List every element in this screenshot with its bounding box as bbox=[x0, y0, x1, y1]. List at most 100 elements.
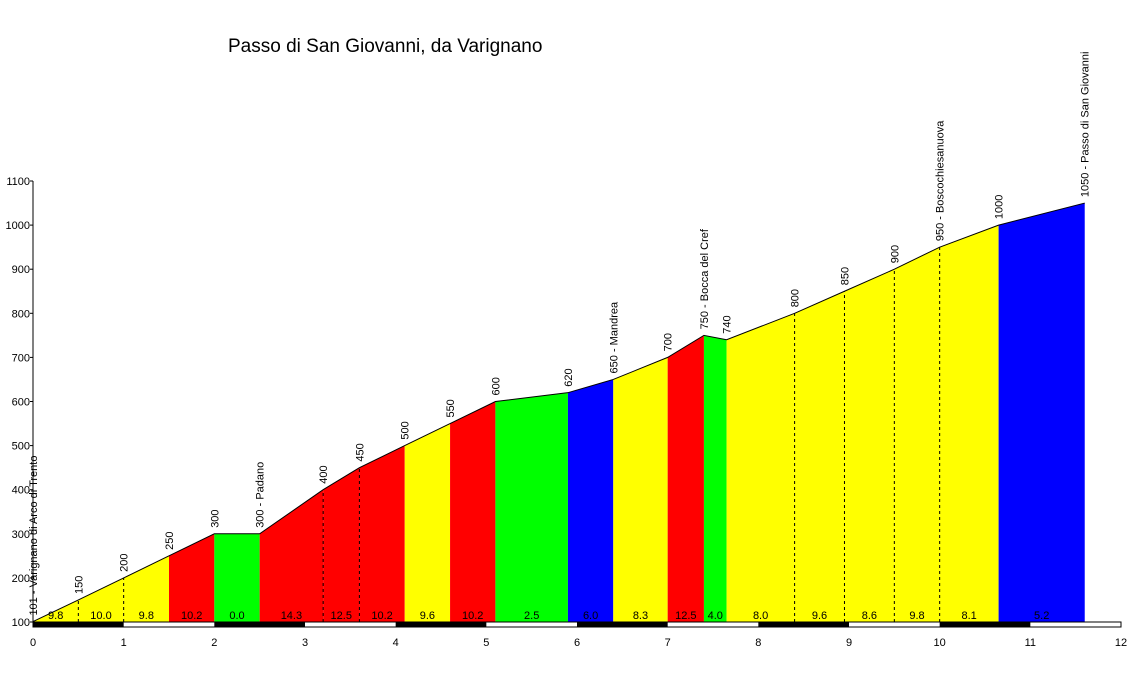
profile-line bbox=[32, 202, 1085, 623]
axes bbox=[30, 180, 34, 623]
grade-labels: 9.8 10.0 9.8 10.2 0.0 14.3 12.5 10.2 9.6 10.2 2.5 6… bbox=[48, 610, 1049, 622]
grade-label: 8.3 bbox=[633, 610, 648, 622]
x-tick-label: 1 bbox=[121, 637, 127, 649]
grade-segment-7 bbox=[359, 445, 405, 622]
altitude-label: 300 - Padano bbox=[255, 462, 267, 528]
grade-segment-19 bbox=[939, 225, 999, 622]
y-tick-label: 600 bbox=[12, 397, 30, 409]
altitude-label: 650 - Mandrea bbox=[608, 301, 620, 373]
x-tick-label: 8 bbox=[755, 637, 761, 649]
grade-label: 10.0 bbox=[90, 610, 111, 622]
grade-label: 9.8 bbox=[139, 610, 154, 622]
altitude-label: 740 bbox=[722, 315, 734, 333]
y-tick-label: 1100 bbox=[6, 176, 30, 188]
grade-label: 9.6 bbox=[420, 610, 435, 622]
grade-segment-14 bbox=[703, 335, 727, 622]
altitude-label: 600 bbox=[490, 377, 502, 395]
grade-label: 8.6 bbox=[862, 610, 877, 622]
y-tick-label: 900 bbox=[12, 264, 30, 276]
grade-label: 9.6 bbox=[812, 610, 827, 622]
km-ruler-block bbox=[758, 622, 849, 627]
km-ruler-block bbox=[33, 622, 124, 627]
grade-label: 8.0 bbox=[753, 610, 768, 622]
altitude-label: 700 bbox=[663, 333, 675, 351]
y-tick-label: 100 bbox=[12, 617, 30, 629]
grade-label: 14.3 bbox=[281, 610, 302, 622]
grade-segment-1 bbox=[78, 577, 124, 622]
y-tick-label: 300 bbox=[12, 529, 30, 541]
grade-label: 5.2 bbox=[1034, 610, 1049, 622]
x-tick-labels: 0 1 2 3 4 5 6 7 8 9 10 11 12 bbox=[30, 637, 1127, 649]
grade-segment-20 bbox=[998, 203, 1085, 623]
altitude-label: 250 bbox=[164, 531, 176, 549]
grade-segment-8 bbox=[404, 423, 451, 622]
chart-title: Passo di San Giovanni, da Varignano bbox=[228, 36, 542, 57]
grade-label: 10.2 bbox=[371, 610, 392, 622]
altitude-label: 620 bbox=[563, 368, 575, 386]
grade-segment-11 bbox=[567, 379, 614, 622]
altitude-label: 150 bbox=[73, 576, 85, 594]
altitude-label: 800 bbox=[790, 289, 802, 307]
grade-label: 4.0 bbox=[708, 610, 723, 622]
altitude-label: 550 bbox=[445, 399, 457, 417]
x-tick-label: 3 bbox=[302, 637, 308, 649]
grade-segment-2 bbox=[123, 555, 169, 622]
altitude-label: 101 - Varignano di Arco di Trento bbox=[28, 456, 40, 616]
grade-segment-13 bbox=[667, 335, 704, 622]
x-tick-label: 4 bbox=[393, 637, 399, 649]
grade-segment-4 bbox=[214, 533, 260, 622]
altitude-label: 900 bbox=[889, 245, 901, 263]
x-tick-label: 6 bbox=[574, 637, 580, 649]
km-ruler-block bbox=[214, 622, 305, 627]
y-tick-label: 800 bbox=[12, 308, 30, 320]
y-tick-labels: 100 200 300 400 500 600 700 800 900 1000 1100 bbox=[6, 176, 30, 629]
km-ruler-block bbox=[395, 622, 487, 627]
x-tick-label: 5 bbox=[483, 637, 489, 649]
km-ruler-block bbox=[939, 622, 1031, 627]
x-tick-label: 7 bbox=[665, 637, 671, 649]
grade-segment-5 bbox=[259, 489, 324, 622]
grade-segment-9 bbox=[450, 401, 496, 622]
grade-segment-16 bbox=[794, 291, 845, 622]
x-tick-label: 0 bbox=[30, 637, 36, 649]
grade-label: 8.1 bbox=[961, 610, 976, 622]
y-tick-label: 1000 bbox=[6, 220, 30, 232]
altitude-label: 750 - Bocca del Cref bbox=[699, 228, 711, 329]
x-tick-label: 9 bbox=[846, 637, 852, 649]
y-tick-label: 700 bbox=[12, 352, 30, 364]
x-tick-label: 12 bbox=[1115, 637, 1127, 649]
altitude-label: 400 bbox=[318, 465, 330, 483]
grade-segment-3 bbox=[169, 533, 215, 622]
grade-label: 12.5 bbox=[675, 610, 696, 622]
grade-label: 10.2 bbox=[462, 610, 483, 622]
y-tick-label: 200 bbox=[12, 573, 30, 585]
y-tick-label: 400 bbox=[12, 485, 30, 497]
grade-label: 9.8 bbox=[909, 610, 924, 622]
altitude-label: 300 bbox=[209, 509, 221, 527]
segment-dividers bbox=[77, 247, 941, 622]
grade-segment-6 bbox=[323, 467, 360, 622]
km-ruler-block bbox=[577, 622, 668, 627]
altitude-label: 200 bbox=[119, 554, 131, 572]
x-tick-label: 11 bbox=[1025, 637, 1036, 649]
grade-segment-10 bbox=[495, 392, 568, 622]
y-tick-label: 500 bbox=[12, 441, 30, 453]
grade-label: 6.0 bbox=[583, 610, 598, 622]
altitude-label: 450 bbox=[354, 443, 366, 461]
grade-segment-17 bbox=[844, 269, 895, 622]
altitude-label: 1050 - Passo di San Giovanni bbox=[1080, 52, 1092, 198]
altitude-label: 950 - Boscochiesanuova bbox=[935, 120, 947, 241]
grade-segment-18 bbox=[894, 247, 940, 622]
altitude-label: 1000 bbox=[994, 195, 1006, 219]
km-ruler bbox=[32, 621, 1122, 628]
grade-segment-12 bbox=[613, 357, 668, 622]
grade-segment-15 bbox=[726, 313, 795, 622]
x-tick-label: 10 bbox=[934, 637, 946, 649]
altitude-label: 500 bbox=[400, 421, 412, 439]
grade-label: 10.2 bbox=[181, 610, 202, 622]
grade-segments bbox=[33, 203, 1085, 623]
altitude-label: 850 bbox=[839, 267, 851, 285]
altitude-labels: 101 - Varignano di Arco di Trento 150 200 2… bbox=[28, 52, 1092, 616]
x-tick-label: 2 bbox=[211, 637, 217, 649]
